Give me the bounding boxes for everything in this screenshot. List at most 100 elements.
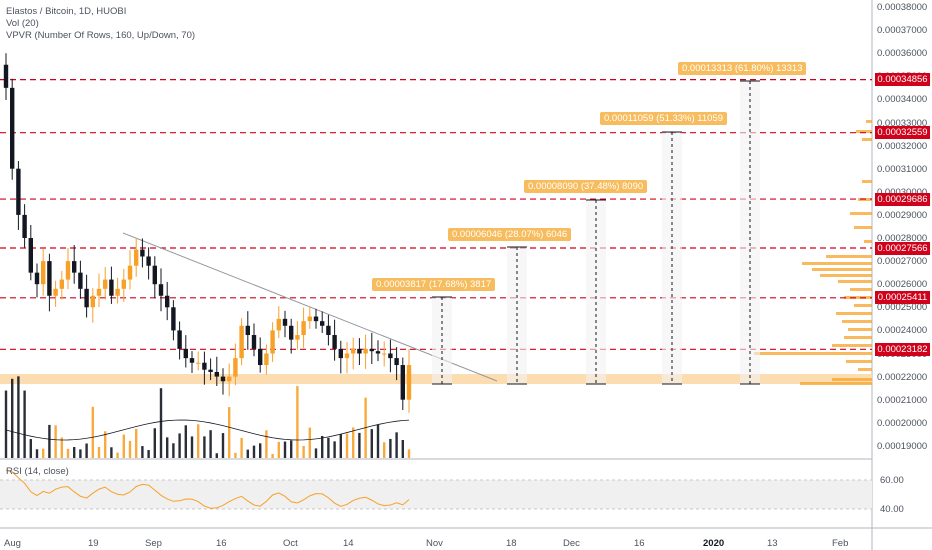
candle-body: [115, 288, 120, 296]
vpvr-bar: [844, 336, 872, 339]
volume-bar: [48, 424, 51, 458]
volume-bar: [302, 445, 305, 458]
volume-bar: [370, 429, 373, 458]
candle-body: [3, 64, 9, 88]
candle-body: [400, 365, 405, 400]
candle-body: [41, 261, 46, 285]
volume-bar: [228, 407, 231, 458]
time-axis-label: 19: [88, 538, 99, 549]
time-axis-label: Aug: [4, 538, 21, 549]
candle-body: [382, 353, 387, 355]
candle-body: [258, 348, 263, 366]
candle-body: [90, 295, 95, 308]
volume-bar: [333, 441, 336, 458]
volume-bar: [314, 448, 318, 458]
volume-bar: [4, 390, 8, 458]
vpvr-bar: [802, 262, 872, 265]
volume-bar: [221, 433, 225, 458]
rsi-axis-label: 60.00: [880, 475, 904, 486]
vpvr-bar: [866, 120, 872, 123]
vol-indicator-label[interactable]: Vol (20): [6, 18, 39, 29]
candle-body: [78, 272, 83, 289]
vpvr-bar: [846, 360, 872, 363]
candle-body: [177, 330, 182, 349]
vpvr-bar: [754, 352, 872, 355]
price-level-tag: 0.00025411: [875, 291, 930, 305]
time-axis-label: 18: [506, 538, 517, 549]
candle-body: [134, 249, 139, 266]
volume-bar: [29, 439, 32, 458]
price-level-tag: 0.00032559: [875, 126, 930, 140]
volume-bar: [97, 446, 101, 458]
vpvr-bar: [850, 212, 872, 215]
candle-body: [313, 316, 319, 322]
candle-body: [152, 265, 157, 285]
volume-bar: [296, 386, 299, 458]
time-axis-label: Oct: [283, 538, 298, 549]
candle-body: [264, 353, 269, 366]
candle-body: [301, 321, 306, 336]
volume-bar: [66, 448, 70, 458]
vpvr-bar: [836, 312, 872, 315]
volume-bar: [321, 435, 324, 458]
vpvr-indicator-label[interactable]: VPVR (Number Of Rows, 160, Up/Down, 70): [6, 30, 196, 41]
volume-bar: [358, 432, 361, 458]
price-axis-label: 0.00038000: [877, 2, 928, 13]
vpvr-bar: [848, 328, 872, 331]
volume-bar: [352, 427, 355, 458]
volume-bar: [277, 441, 280, 458]
rsi-band: [0, 480, 872, 509]
rsi-indicator-label[interactable]: RSI (14, close): [6, 466, 69, 477]
volume-bar: [17, 376, 20, 458]
candle-body: [369, 348, 374, 352]
symbol-title[interactable]: Elastos / Bitcoin, 1D, HUOBI: [6, 6, 127, 17]
candle-body: [22, 214, 27, 238]
volume-bar: [259, 443, 262, 458]
vpvr-bar: [838, 280, 872, 283]
candle-body: [202, 362, 207, 370]
candle-body: [344, 353, 350, 359]
candle-body: [10, 87, 15, 169]
volume-bar: [184, 425, 187, 458]
volume-bar: [104, 431, 107, 458]
volume-bar: [271, 453, 274, 458]
price-axis-label: 0.00019000: [877, 440, 928, 452]
candle-body: [239, 325, 244, 359]
volume-bar: [383, 442, 386, 458]
volume-bar: [73, 447, 76, 458]
volume-bar: [197, 424, 200, 458]
time-axis-label: Dec: [563, 538, 580, 549]
rsi-line: [5, 469, 410, 509]
candle-body: [121, 279, 126, 289]
candle-body: [53, 288, 58, 296]
vpvr-bar: [864, 240, 872, 243]
volume-bar: [79, 449, 82, 458]
candle-body: [338, 348, 343, 359]
vpvr-bar: [820, 274, 872, 277]
volume-bar: [209, 430, 212, 458]
price-level-tag: 0.00023182: [875, 342, 930, 356]
candle-body: [289, 325, 294, 340]
volume-bar: [190, 436, 194, 458]
time-axis-label: Sep: [145, 538, 162, 549]
time-axis-label: 16: [634, 538, 645, 549]
price-axis-label: 0.00022000: [877, 371, 928, 383]
candle-body: [326, 325, 331, 336]
price-axis-label: 0.00031000: [877, 163, 928, 175]
volume-bar: [240, 437, 243, 458]
measure-label: 0.00003817 (17.68%) 3817: [372, 278, 496, 291]
candle-body: [47, 261, 52, 296]
price-axis-label: 0.00024000: [877, 325, 928, 337]
volume-bar: [215, 453, 218, 458]
candle-body: [65, 261, 71, 280]
volume-bar: [290, 440, 293, 458]
price-axis-label: 0.00034000: [877, 94, 928, 106]
vpvr-bar: [832, 378, 872, 381]
candle-body: [109, 279, 114, 296]
measure-label: 0.00011059 (51.33%) 11059: [600, 112, 728, 125]
volume-bar: [376, 424, 380, 458]
price-axis-label: 0.00021000: [877, 394, 928, 406]
candle-body: [165, 295, 170, 308]
